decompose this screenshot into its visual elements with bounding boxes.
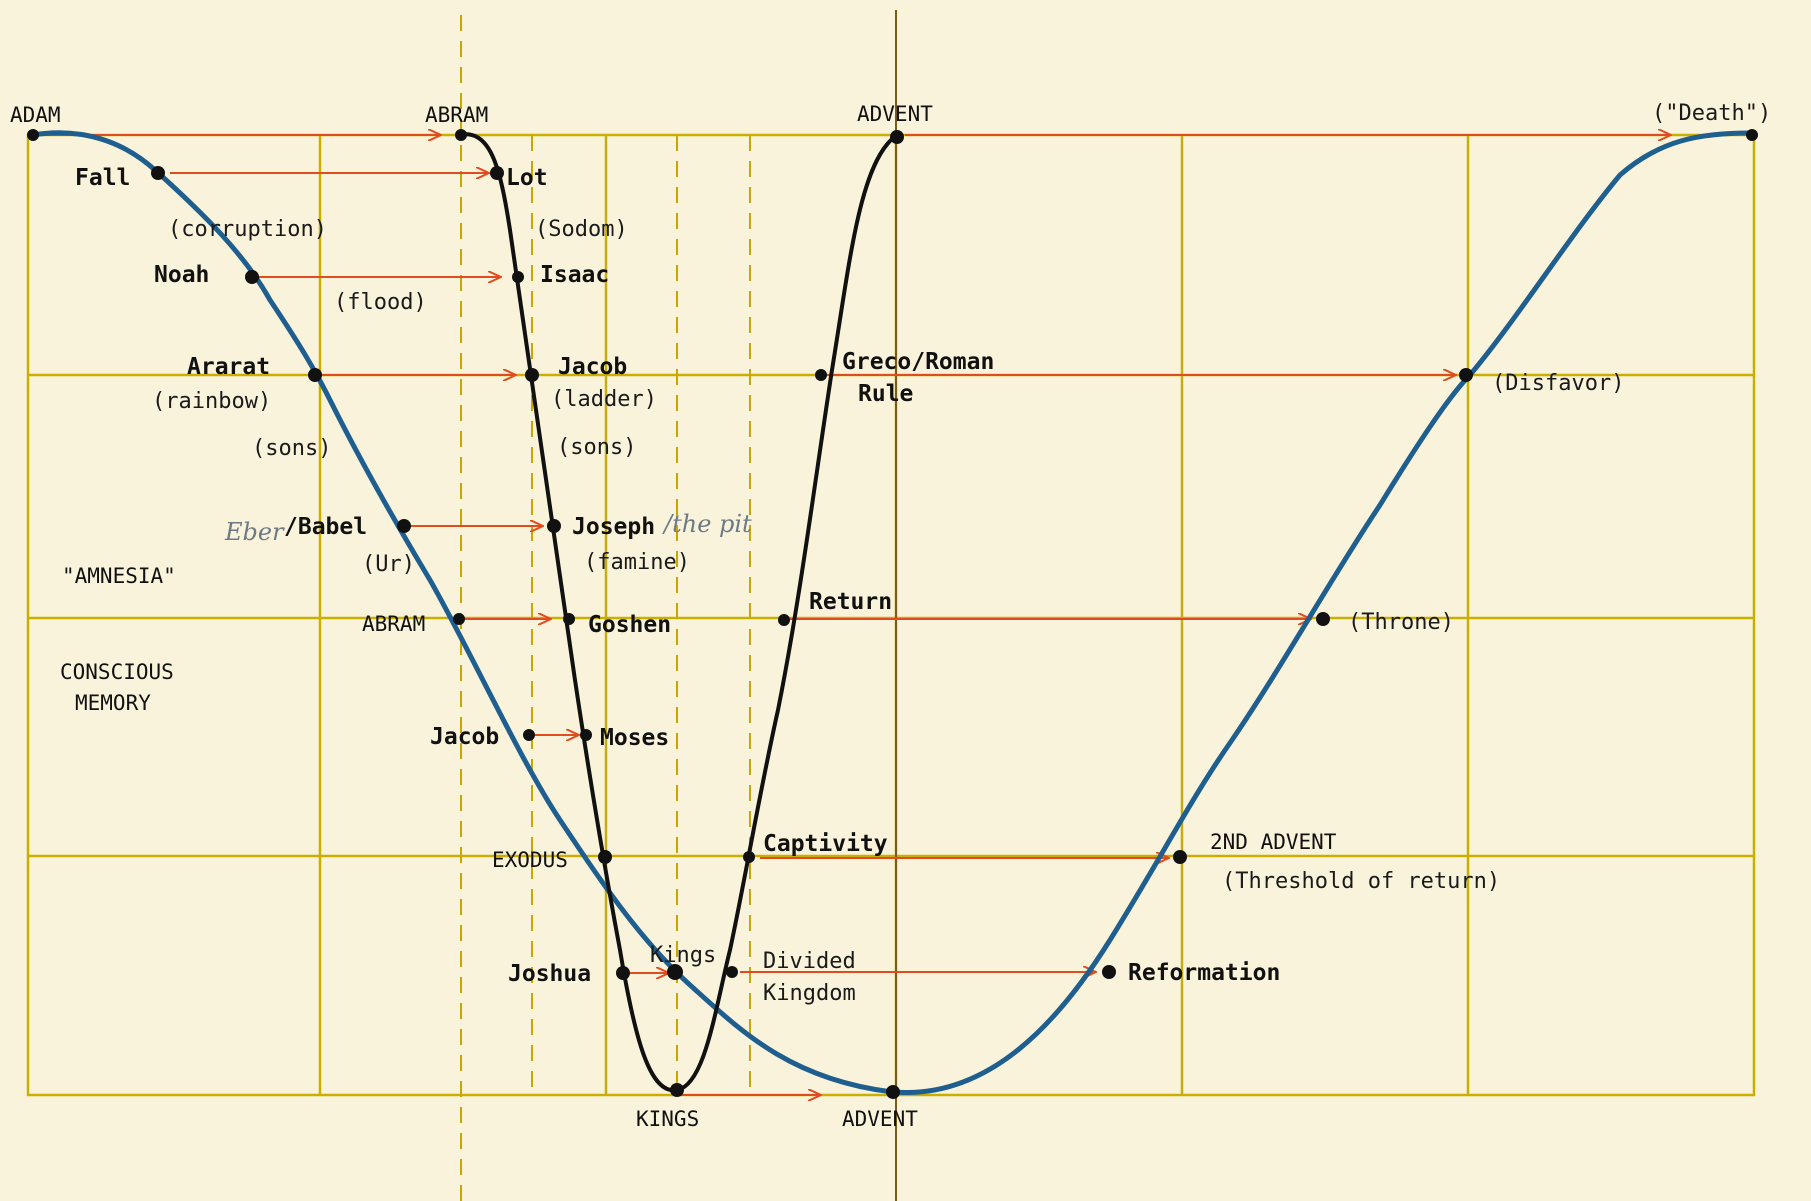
label-noah: Noah (154, 262, 209, 288)
dot-moses (580, 729, 592, 741)
label-greco-roman: Greco/Roman (842, 349, 994, 375)
label-jacob-black: Jacob (558, 354, 627, 380)
label-kings-bottom: KINGS (636, 1107, 699, 1131)
label-disfavor: (Disfavor) (1492, 371, 1624, 396)
dot-babel (397, 519, 411, 533)
label-fall: Fall (75, 165, 130, 191)
label-ur: (Ur) (362, 552, 415, 577)
dot-joshua (616, 966, 630, 980)
label-divided: Divided (763, 949, 856, 974)
label-throne: (Throne) (1348, 610, 1454, 635)
dot-death (1746, 129, 1758, 141)
dot-noah (245, 270, 259, 284)
dot-advent-bottom (886, 1085, 900, 1099)
label-joseph: Joseph (572, 514, 655, 540)
label-sons-2: (sons) (557, 435, 636, 460)
label-isaac: Isaac (540, 262, 609, 288)
label-corruption: (corruption) (168, 217, 327, 242)
dot-divided (726, 966, 738, 978)
dot-lot (490, 166, 504, 180)
label-sodom: (Sodom) (535, 217, 628, 242)
dot-reformation (1102, 965, 1116, 979)
label-rainbow: (rainbow) (152, 389, 271, 414)
label-flood: (flood) (334, 290, 427, 315)
event-dots (27, 129, 1758, 1099)
arrows (38, 135, 1670, 1095)
label-kingdom: Kingdom (763, 981, 856, 1006)
dot-return (778, 614, 790, 626)
dot-jacob-blue (523, 729, 535, 741)
label-joshua: Joshua (508, 961, 591, 987)
dot-goshen (563, 613, 575, 625)
dot-exodus (598, 850, 612, 864)
label-jacob-blue: Jacob (430, 724, 499, 750)
label-advent-bottom: ADVENT (842, 1107, 918, 1131)
label-adam: ADAM (10, 103, 61, 127)
label-memory: MEMORY (75, 691, 151, 715)
label-abram-top: ABRAM (425, 103, 488, 127)
dot-greco (815, 369, 827, 381)
dot-disfavor (1459, 368, 1473, 382)
label-exodus: EXODUS (492, 848, 568, 872)
label-conscious: CONSCIOUS (60, 660, 174, 684)
label-babel: /Babel (284, 514, 367, 540)
dot-captivity (743, 851, 755, 863)
dot-fall (151, 166, 165, 180)
dashed-guides (460, 15, 751, 1201)
label-abram-mid: ABRAM (362, 612, 425, 636)
label-sons-1: (sons) (252, 436, 331, 461)
label-ararat: Ararat (187, 354, 270, 380)
label-goshen: Goshen (588, 612, 671, 638)
blue-curve (32, 130, 1751, 1096)
dot-isaac (512, 271, 524, 283)
dot-throne (1316, 612, 1330, 626)
dot-2nd-advent (1173, 850, 1187, 864)
label-captivity: Captivity (763, 831, 888, 857)
label-moses: Moses (600, 725, 669, 751)
dot-adam (27, 129, 39, 141)
dot-kings-small (667, 964, 683, 980)
label-death: ("Death") (1652, 101, 1771, 126)
label-lot: Lot (506, 165, 548, 191)
dot-joseph (547, 519, 561, 533)
dot-abram-top (455, 129, 467, 141)
label-the-pit: /the pit (662, 510, 752, 538)
label-ladder: (ladder) (551, 387, 657, 412)
dot-abram-mid (453, 613, 465, 625)
label-eber: Eber (224, 518, 285, 546)
label-reformation: Reformation (1128, 960, 1280, 986)
label-2nd-advent: 2ND ADVENT (1210, 830, 1337, 854)
label-return: Return (809, 589, 892, 615)
label-advent-top: ADVENT (857, 102, 933, 126)
label-famine: (famine) (584, 550, 690, 575)
dot-advent-top (890, 130, 904, 144)
label-threshold: (Threshold of return) (1222, 869, 1500, 894)
label-kings-small: Kings (650, 943, 716, 968)
label-amnesia: "AMNESIA" (62, 564, 176, 588)
dot-jacob-black (525, 368, 539, 382)
label-rule: Rule (858, 381, 913, 407)
dot-ararat (308, 368, 322, 382)
dot-kings-bottom (670, 1083, 684, 1097)
